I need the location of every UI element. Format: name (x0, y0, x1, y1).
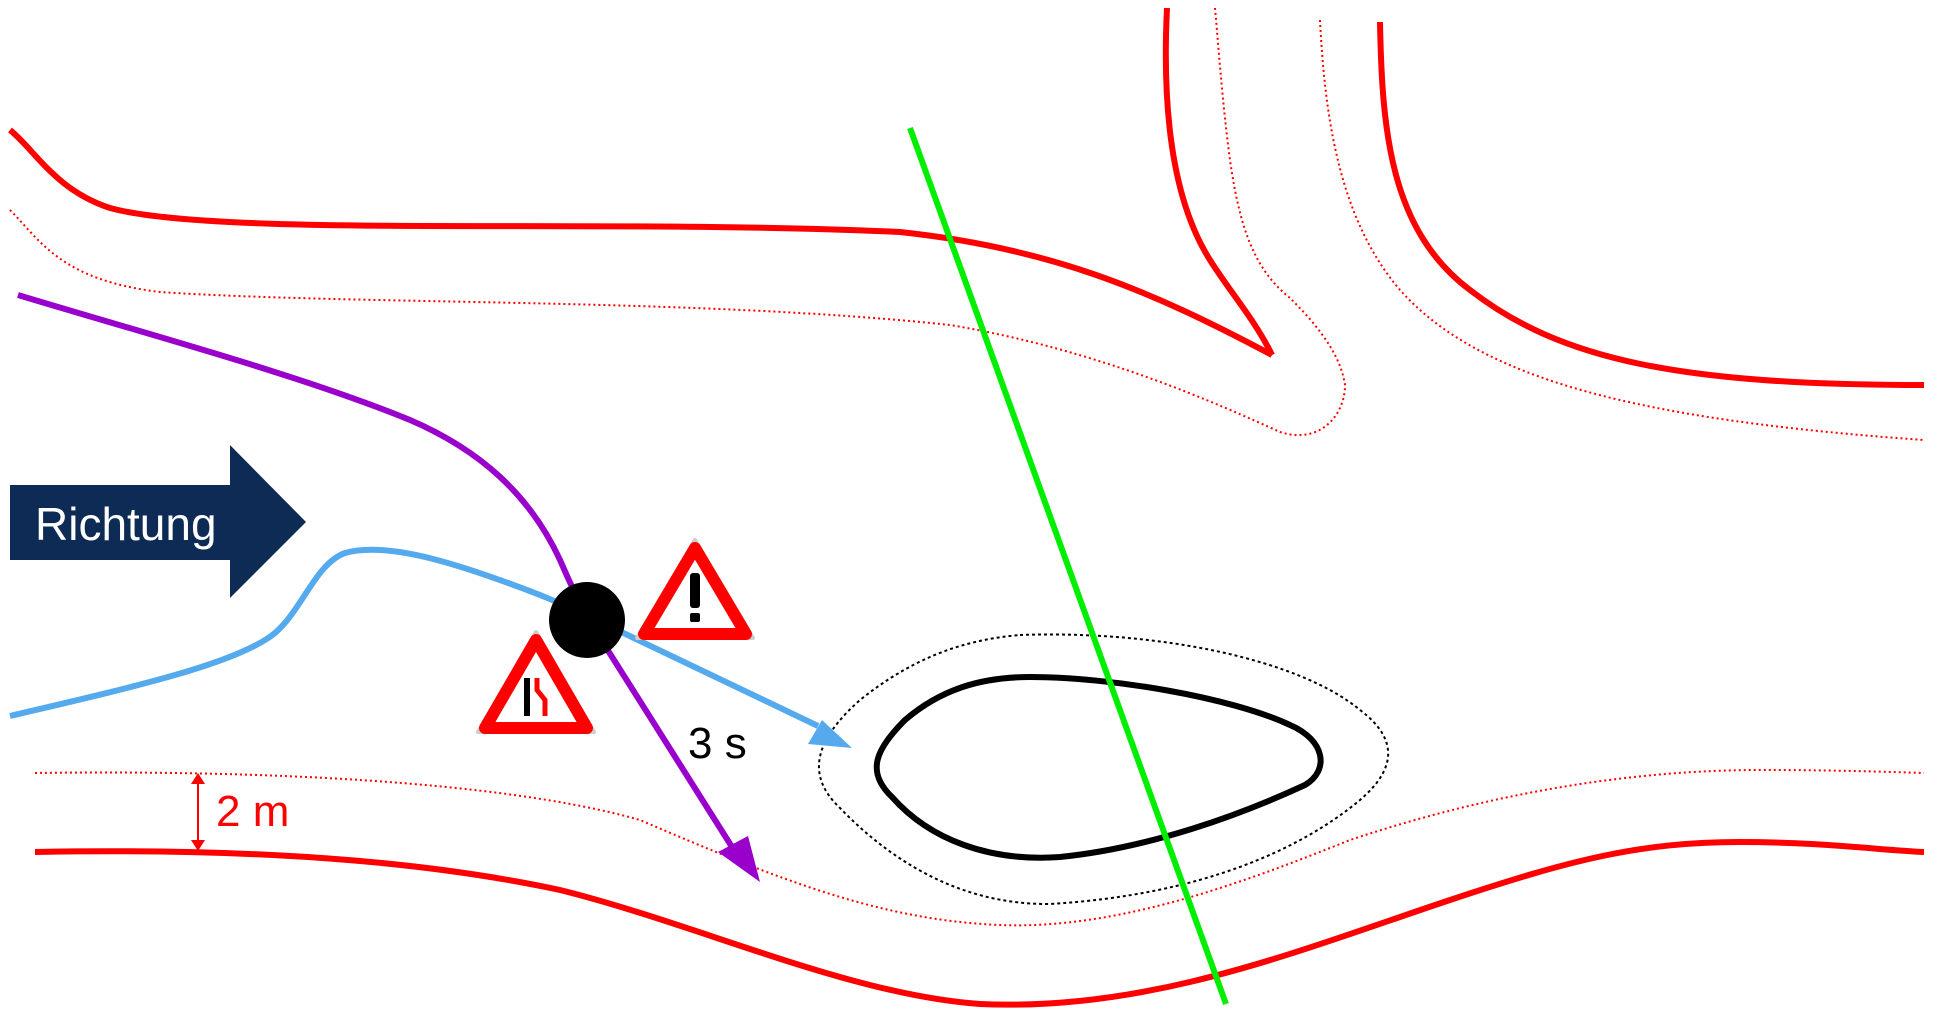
planned-path-arrow (587, 620, 747, 868)
vehicle-marker (549, 582, 625, 658)
planned-path-arrowhead (718, 836, 760, 882)
safety-margin-right (1319, 19, 1925, 441)
warning-sign-road-narrows-icon (476, 630, 596, 734)
distance-label: 2 m (216, 787, 289, 836)
direction-arrow (10, 445, 306, 598)
time-label: 3 s (688, 719, 747, 768)
safety-margin-upper-left (9, 7, 1347, 437)
road-boundary-upper-left (8, 127, 1274, 358)
crossing-line (907, 126, 1229, 1006)
road-boundary-upper-right (1377, 21, 1925, 388)
obstacle (873, 673, 1324, 861)
alternative-path-arrowhead (808, 720, 852, 748)
obstacle-buffer (818, 633, 1390, 906)
alternative-path (9, 546, 592, 719)
planned-path (17, 292, 588, 614)
warning-sign-exclamation-icon (635, 538, 755, 640)
alternative-path-arrow (588, 614, 820, 729)
safety-margin-lower (34, 768, 1925, 927)
road-boundary-lower (34, 838, 1925, 1008)
direction-label: Richtung (35, 498, 217, 550)
road-boundary-left-branch (1162, 7, 1275, 357)
distance-indicator (191, 773, 205, 851)
